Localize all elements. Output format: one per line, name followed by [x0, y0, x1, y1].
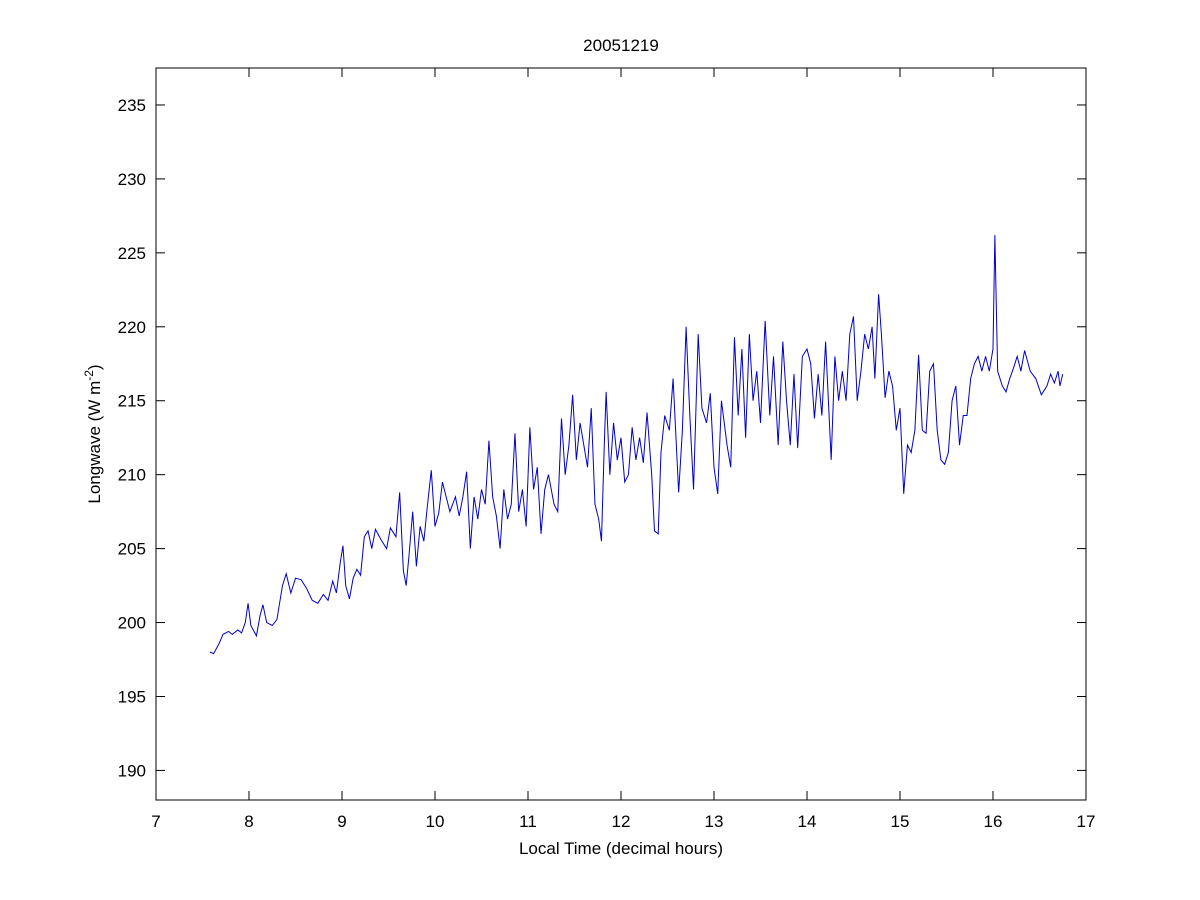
- x-tick-label: 15: [891, 812, 910, 831]
- x-tick-label: 14: [798, 812, 817, 831]
- x-tick-label: 17: [1077, 812, 1096, 831]
- x-tick-label: 13: [705, 812, 724, 831]
- x-tick-label: 7: [151, 812, 160, 831]
- y-tick-label: 225: [118, 244, 146, 263]
- x-axis-label: Local Time (decimal hours): [519, 839, 723, 858]
- y-tick-label: 190: [118, 761, 146, 780]
- plot-frame: [155, 67, 1087, 801]
- chart-title: 20051219: [583, 36, 659, 55]
- x-tick-label: 11: [519, 812, 537, 831]
- y-tick-label: 205: [118, 540, 146, 559]
- y-label-sup: -2: [82, 370, 96, 381]
- y-axis-label: Longwave (W m-2): [82, 364, 104, 503]
- x-tick-label: 9: [337, 812, 346, 831]
- x-tick-label: 12: [612, 812, 631, 831]
- y-label-end: ): [85, 364, 104, 370]
- y-tick-label: 230: [118, 170, 146, 189]
- x-tick-label: 8: [244, 812, 253, 831]
- y-tick-label: 210: [118, 466, 146, 485]
- y-tick-label: 200: [118, 614, 146, 633]
- x-tick-label: 16: [984, 812, 1003, 831]
- y-tick-label: 195: [118, 687, 146, 706]
- y-tick-label: 235: [118, 96, 146, 115]
- y-label-text: Longwave (W m: [85, 381, 104, 504]
- x-tick-label: 10: [426, 812, 445, 831]
- y-tick-label: 220: [118, 318, 146, 337]
- y-tick-label: 215: [118, 392, 146, 411]
- data-line: [209, 235, 1064, 655]
